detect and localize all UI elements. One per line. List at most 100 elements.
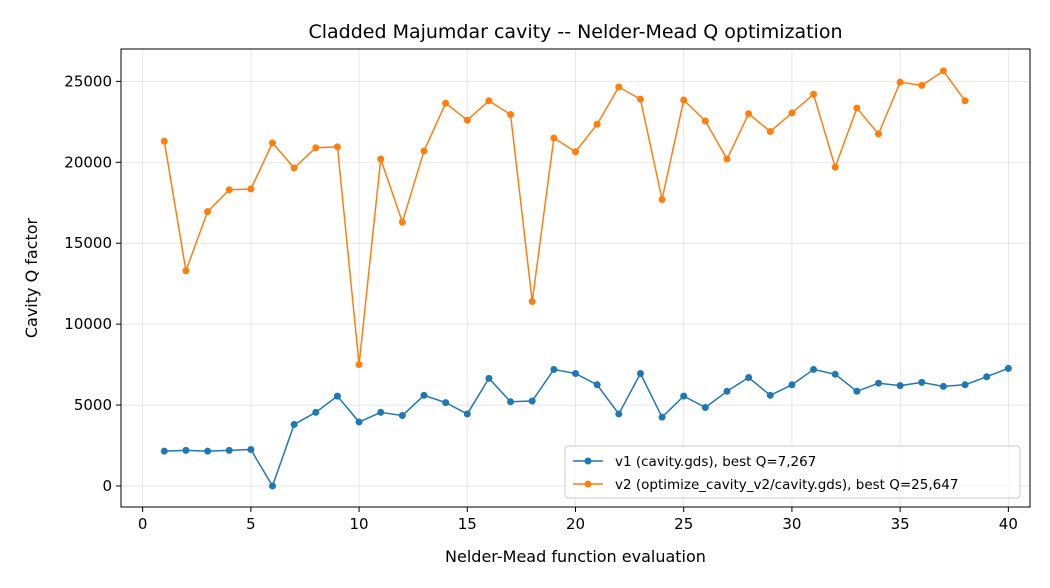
series-2-point [225, 186, 233, 194]
series-1-point [615, 410, 623, 418]
series-1-point [485, 374, 493, 382]
series-1-point [918, 378, 926, 386]
series-1-point [463, 410, 471, 418]
series-2-point [766, 128, 774, 136]
series-2-point [788, 109, 796, 117]
legend-label-2: v2 (optimize_cavity_v2/cavity.gds), best… [615, 477, 958, 493]
series-1-point [290, 420, 298, 428]
series-2-point [918, 81, 926, 89]
series-2-point [680, 96, 688, 104]
series-1-point [204, 447, 212, 455]
y-tick-label: 0 [102, 477, 112, 495]
series-2-point [939, 67, 947, 75]
series-1-point [896, 382, 904, 390]
series-1-point [701, 403, 709, 411]
series-2-point [485, 97, 493, 105]
series-1-point [766, 391, 774, 399]
x-tick-label: 30 [782, 515, 801, 533]
series-2-point [333, 143, 341, 151]
x-tick-label: 10 [350, 515, 369, 533]
series-2-point [377, 155, 385, 163]
series-layer [160, 67, 1012, 490]
series-1-point [247, 446, 255, 454]
series-2-point [658, 196, 666, 204]
y-tick-label: 20000 [64, 153, 112, 171]
series-1-point [875, 379, 882, 387]
series-1-point [810, 365, 818, 373]
series-1-point [788, 381, 796, 389]
y-tick-label: 5000 [74, 396, 112, 414]
series-1-point [160, 447, 168, 455]
x-tick-label: 35 [891, 515, 910, 533]
series-2-point [269, 139, 276, 147]
x-tick-label: 20 [566, 515, 585, 533]
series-2-point [442, 99, 450, 107]
series-1-point [528, 397, 536, 405]
series-2-point [875, 130, 882, 138]
series-2-point [182, 267, 190, 275]
series-1-point [377, 408, 385, 416]
y-axis-title: Cavity Q factor [22, 217, 41, 338]
series-2-point [723, 155, 731, 163]
series-1-point [442, 399, 450, 407]
legend-frame [564, 445, 1021, 499]
series-1-point [507, 398, 515, 406]
series-1-point [723, 387, 731, 395]
x-tick-label: 40 [999, 515, 1018, 533]
series-1-point [355, 418, 363, 426]
series-1-point [831, 370, 839, 378]
series-2-point [204, 208, 212, 216]
x-tick-label: 0 [138, 515, 148, 533]
x-tick-label: 15 [458, 515, 477, 533]
series-2-point [896, 78, 904, 86]
series-1-point [182, 446, 190, 454]
y-tick-label: 10000 [64, 315, 112, 333]
series-2-point [810, 90, 818, 98]
series-2-point [290, 164, 298, 172]
series-1-point [398, 412, 406, 420]
series-2-point [593, 120, 601, 128]
series-1-point [680, 392, 688, 400]
legend-label-1: v1 (cavity.gds), best Q=7,267 [615, 454, 816, 470]
series-1-point [312, 408, 320, 416]
series-2-point [961, 97, 969, 105]
series-1-point [1004, 364, 1012, 372]
series-1-point [593, 381, 601, 389]
x-tick-label: 5 [246, 515, 256, 533]
series-1-point [658, 413, 666, 421]
series-1-point [420, 391, 428, 399]
series-2-point [463, 116, 471, 124]
series-1-point [572, 369, 579, 377]
series-1-point [939, 382, 947, 390]
series-2-point [701, 117, 709, 125]
series-2-point [572, 148, 579, 156]
series-1-point [333, 392, 341, 400]
y-tick-label: 25000 [64, 72, 112, 90]
legend-marker-1 [584, 457, 592, 465]
series-line-2 [163, 70, 966, 366]
series-1-point [636, 369, 644, 377]
series-1-point [550, 365, 558, 373]
x-tick-label: 25 [674, 515, 693, 533]
legend: v1 (cavity.gds), best Q=7,267 v2 (optimiz… [564, 445, 1021, 499]
series-1-point [983, 373, 991, 381]
series-2-point [160, 137, 168, 145]
series-1-point [853, 387, 861, 395]
series-2-point [636, 95, 644, 103]
ticks: 0 5 10 15 20 25 30 35 40 0 5000 10000 15000 20000 2500… [64, 72, 1018, 533]
series-2-point [312, 144, 320, 152]
series-2-point [831, 163, 839, 171]
series-2-point [615, 83, 623, 91]
series-2-point [745, 110, 753, 118]
series-1-point [961, 381, 969, 389]
series-2-point [420, 147, 428, 155]
series-2-point [507, 111, 515, 119]
series-1-point [225, 446, 233, 454]
series-2-point [398, 218, 406, 226]
series-line-1 [164, 367, 1009, 487]
chart-title: Cladded Majumdar cavity -- Nelder-Mead Q… [308, 21, 842, 43]
series-2-point [550, 134, 558, 142]
series-2-point [853, 104, 861, 112]
